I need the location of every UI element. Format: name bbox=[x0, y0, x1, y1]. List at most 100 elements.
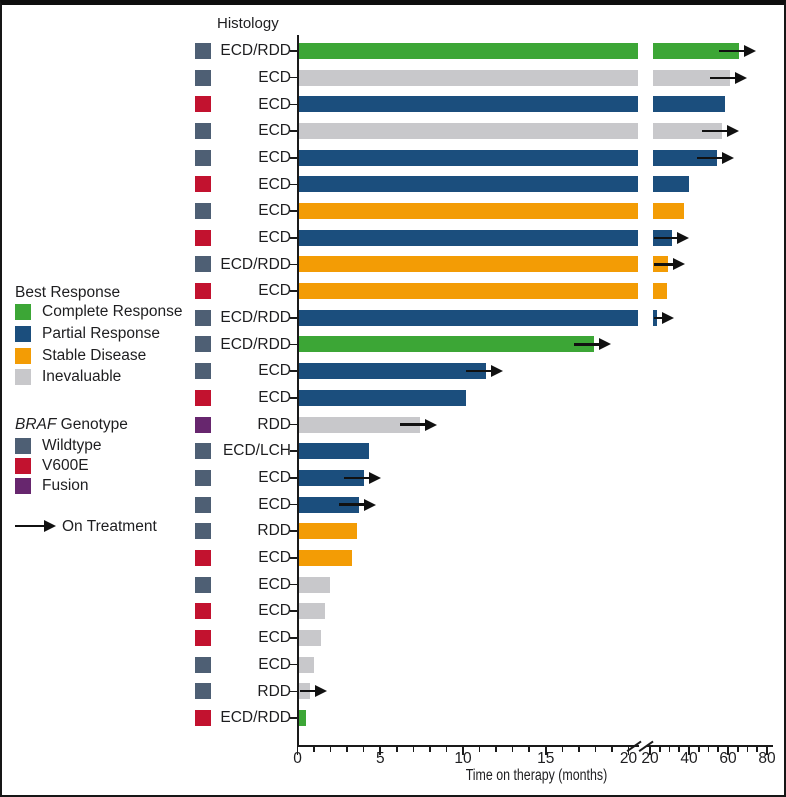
patient-row: ECD bbox=[2, 358, 784, 385]
x-axis-tick-label: 15 bbox=[537, 750, 555, 767]
braf-genotype-swatch bbox=[195, 603, 211, 620]
category-tick bbox=[290, 290, 297, 292]
on-treatment-arrow-icon bbox=[368, 471, 381, 484]
therapy-bar-left-segment bbox=[299, 443, 369, 460]
on-treatment-arrow-line bbox=[709, 76, 737, 79]
therapy-bar-left-segment bbox=[299, 416, 420, 433]
x-axis-tick bbox=[766, 747, 768, 755]
braf-genotype-swatch bbox=[195, 416, 211, 433]
therapy-bar-left-segment bbox=[299, 549, 352, 566]
therapy-bar-right-segment bbox=[653, 42, 739, 59]
therapy-bar-right-segment bbox=[653, 149, 718, 166]
x-axis-line-right bbox=[647, 745, 773, 747]
category-tick bbox=[290, 103, 297, 106]
on-treatment-arrow-line bbox=[653, 263, 675, 266]
legend-swatch-partial-response bbox=[15, 325, 31, 342]
patient-row: ECD bbox=[2, 91, 784, 118]
therapy-bar-right-segment bbox=[653, 283, 667, 300]
histology-label: ECD bbox=[258, 362, 291, 380]
legend-label: Inevaluable bbox=[42, 368, 122, 386]
on-treatment-arrow-icon bbox=[491, 365, 503, 378]
x-axis-tick bbox=[756, 747, 759, 752]
legend-swatch-fusion bbox=[15, 478, 31, 494]
x-axis-tick bbox=[511, 747, 514, 752]
patient-row: ECD bbox=[2, 278, 784, 305]
legend-swatch-stable-disease bbox=[15, 347, 31, 364]
braf-genotype-swatch bbox=[195, 576, 211, 593]
therapy-bar-right-segment bbox=[653, 96, 726, 113]
patient-row: ECD/RDD bbox=[2, 251, 784, 278]
therapy-bar-left-segment bbox=[299, 283, 638, 300]
x-axis-tick-label: 10 bbox=[454, 750, 472, 767]
on-treatment-arrow-icon bbox=[424, 418, 437, 431]
histology-label: ECD bbox=[258, 602, 291, 620]
category-tick bbox=[290, 317, 297, 319]
x-axis-tick bbox=[429, 747, 431, 752]
braf-genotype-swatch bbox=[195, 229, 211, 246]
category-tick bbox=[290, 156, 297, 159]
braf-genotype-swatch bbox=[195, 523, 211, 540]
therapy-bar-left-segment bbox=[299, 229, 638, 246]
category-tick bbox=[290, 610, 297, 613]
on-treatment-arrow-line bbox=[718, 49, 746, 53]
x-axis-tick bbox=[717, 747, 720, 752]
therapy-bar-left-segment bbox=[299, 42, 638, 59]
on-treatment-arrow-icon bbox=[44, 520, 56, 532]
braf-genotype-swatch bbox=[195, 496, 211, 513]
patient-row: ECD bbox=[2, 144, 784, 171]
legend-swatch-wildtype bbox=[15, 438, 31, 454]
patient-row: ECD bbox=[2, 385, 784, 412]
x-axis-tick bbox=[561, 747, 564, 752]
braf-genotype-swatch bbox=[195, 389, 211, 406]
x-axis-tick bbox=[478, 747, 481, 752]
on-treatment-arrow-icon bbox=[677, 231, 690, 244]
patient-row: ECD bbox=[2, 571, 784, 598]
category-tick bbox=[290, 370, 297, 372]
braf-genotype-swatch bbox=[195, 363, 211, 380]
histology-label: ECD/RDD bbox=[220, 709, 291, 727]
histology-label: ECD bbox=[258, 469, 291, 487]
on-treatment-arrow-icon bbox=[672, 258, 685, 271]
x-axis-tick bbox=[697, 747, 700, 752]
category-tick bbox=[290, 450, 297, 452]
x-axis-tick bbox=[736, 747, 739, 752]
x-axis-tick bbox=[329, 747, 332, 752]
histology-label: ECD bbox=[258, 68, 291, 86]
category-tick bbox=[290, 343, 297, 346]
on-treatment-arrow-line bbox=[399, 423, 427, 426]
x-axis-tick bbox=[678, 747, 681, 752]
histology-label: ECD bbox=[258, 282, 291, 300]
braf-genotype-swatch bbox=[195, 683, 211, 700]
on-treatment-arrow-icon bbox=[743, 44, 756, 57]
patient-row: ECD bbox=[2, 491, 784, 518]
patient-row: ECD/RDD bbox=[2, 305, 784, 332]
on-treatment-arrow-line bbox=[702, 129, 730, 133]
therapy-bar-left-segment bbox=[299, 149, 638, 166]
patient-row: RDD bbox=[2, 411, 784, 438]
x-axis-tick bbox=[688, 747, 690, 755]
therapy-bar-left-segment bbox=[299, 389, 467, 406]
x-axis-tick bbox=[346, 747, 348, 752]
x-axis-tick-label: 80 bbox=[758, 750, 776, 767]
histology-label: ECD/RDD bbox=[220, 309, 291, 326]
on-treatment-arrow-icon bbox=[734, 71, 747, 84]
x-axis-tick bbox=[495, 747, 497, 752]
therapy-bar-left-segment bbox=[299, 203, 638, 220]
x-axis-tick bbox=[313, 747, 315, 752]
therapy-bar-left-segment bbox=[299, 523, 357, 540]
on-treatment-arrow-line bbox=[697, 156, 725, 159]
x-axis-tick bbox=[627, 747, 630, 755]
x-axis-tick bbox=[578, 747, 580, 752]
legend-label: Partial Response bbox=[42, 324, 161, 342]
patient-row: ECD/RDD bbox=[2, 705, 784, 732]
therapy-bar-left-segment bbox=[299, 96, 638, 113]
legend-label: Fusion bbox=[42, 477, 89, 494]
braf-genotype-swatch bbox=[195, 203, 211, 220]
category-tick bbox=[290, 263, 297, 266]
braf-genotype-swatch bbox=[195, 656, 211, 673]
x-axis-tick-label: 20 bbox=[619, 750, 638, 767]
on-treatment-arrow-line bbox=[343, 476, 371, 479]
patient-row: ECD bbox=[2, 198, 784, 225]
patient-row: ECD bbox=[2, 64, 784, 91]
